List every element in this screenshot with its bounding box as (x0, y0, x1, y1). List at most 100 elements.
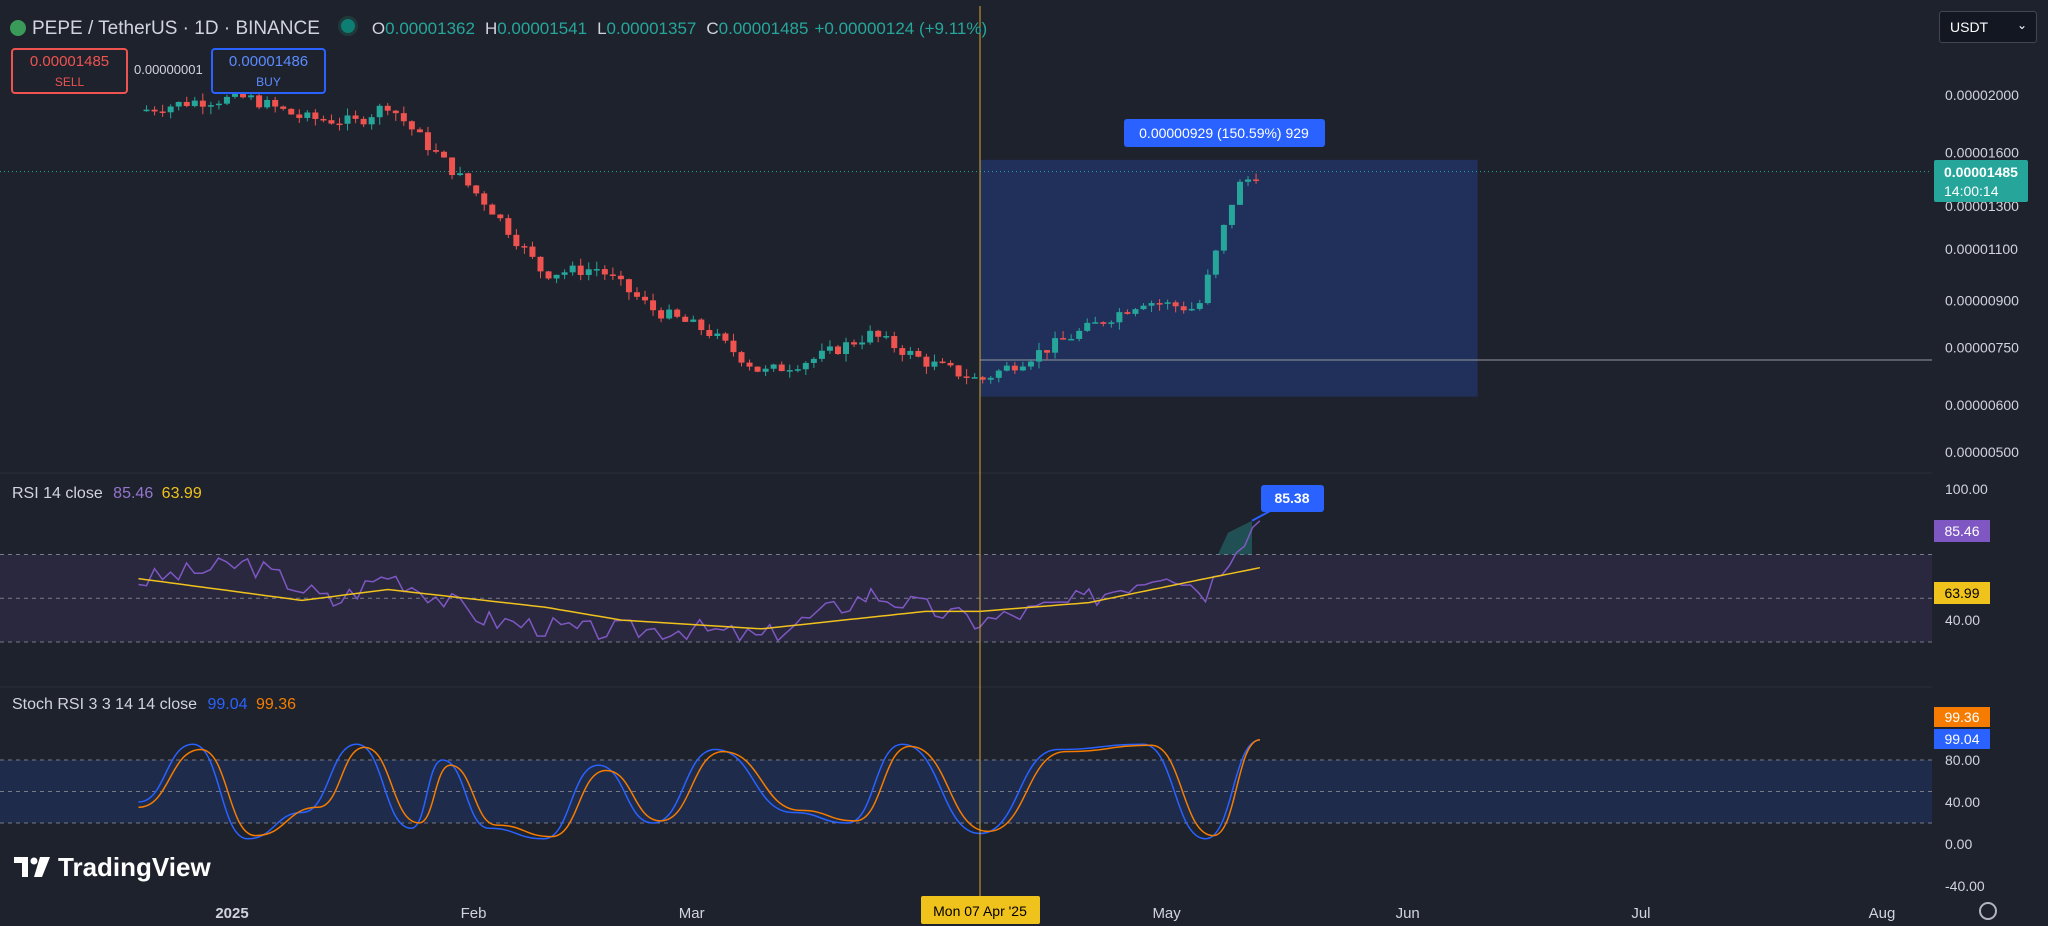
candle-body (376, 105, 383, 118)
price-axis-tick: 0.00001100 (1945, 241, 2018, 257)
stoch-axis-tick: -40.00 (1945, 878, 1985, 894)
candle-body (770, 364, 777, 369)
candle-body (714, 333, 721, 336)
price-change: +0.00000124 (+9.11%) (814, 19, 988, 38)
candle-body (175, 101, 182, 107)
candle-body (1092, 322, 1099, 324)
candle-body (521, 246, 528, 248)
sell-button[interactable]: 0.00001485 SELL (11, 48, 128, 94)
candle-body (907, 350, 914, 355)
candle-body (280, 106, 287, 109)
time-axis-tick: May (1152, 905, 1181, 922)
time-axis-tick: Aug (1869, 905, 1896, 922)
candle-body (955, 365, 962, 377)
last-price-tag (1934, 160, 2028, 202)
stoch-k-value-tag (1934, 729, 1990, 749)
candle-body (1220, 224, 1227, 251)
stoch-k-line (138, 739, 1261, 840)
candle-body (537, 256, 544, 272)
candle-body (264, 99, 271, 108)
rsi-ma-line (138, 566, 1261, 630)
price-axis-tick: 0.00000900 (1945, 293, 2019, 309)
candle-body (553, 274, 560, 279)
candle-body (545, 271, 552, 279)
candle-body (1108, 322, 1115, 324)
stoch-axis-tick: 0.00 (1945, 836, 1972, 852)
candle-body (650, 300, 657, 311)
candle-body (1164, 302, 1171, 304)
candle-body (963, 376, 970, 378)
candle-body (883, 336, 890, 338)
rsi-axis-tick: 100.00 (1945, 481, 1988, 497)
candle-body (248, 95, 255, 98)
crosshair-date-tag (921, 896, 1040, 924)
candle-body (585, 269, 592, 275)
candle-body (336, 123, 343, 126)
candle-body (256, 95, 263, 108)
symbol-title[interactable]: PEPE / TetherUS · 1D · BINANCE (32, 18, 320, 39)
stoch-rsi-legend[interactable]: Stoch RSI 3 3 14 14 close 99.04 99.36 (12, 696, 296, 713)
candle-body (891, 336, 898, 349)
candle-body (810, 358, 817, 363)
tradingview-logo[interactable]: TradingView (14, 852, 211, 883)
last-price-countdown: 14:00:14 (1944, 183, 1999, 199)
candle-body (617, 275, 624, 280)
last-price-tag-value: 0.00001485 (1944, 164, 2018, 180)
pepe-coin-icon (10, 20, 26, 36)
candle-body (1132, 309, 1139, 314)
candle-body (778, 364, 785, 372)
time-axis-tick: Jun (1396, 905, 1420, 922)
buy-button[interactable]: 0.00001486 BUY (211, 48, 326, 94)
candle-body (1019, 366, 1026, 371)
rsi-callout-label: 85.38 (1274, 490, 1309, 506)
candle-body (207, 105, 214, 107)
candle-body (1156, 303, 1163, 305)
stoch-k-value-tag-label: 99.04 (1944, 731, 1979, 747)
price-axis-tick: 0.00000600 (1945, 397, 2019, 413)
candle-body (368, 117, 375, 125)
spread-value: 0.00000001 (134, 62, 203, 77)
stoch-axis-tick: 40.00 (1945, 794, 1980, 810)
candle-body (843, 342, 850, 355)
candle-body (272, 99, 279, 107)
candle-body (738, 352, 745, 363)
ohlc-values: O0.00001362 H0.00001541 L0.00001357 C0.0000… (371, 19, 988, 38)
candle-body (1245, 179, 1252, 182)
currency-select[interactable]: USDT ⌄ (1939, 11, 2037, 43)
measure-range-box[interactable] (980, 159, 1478, 397)
candle-body (513, 234, 520, 247)
candle-body (1003, 365, 1010, 371)
candle-body (1148, 303, 1155, 306)
candle-body (1212, 250, 1219, 275)
candle-body (722, 333, 729, 341)
candle-body (223, 96, 230, 104)
candle-body (432, 150, 439, 152)
tradingview-logo-icon (14, 853, 50, 877)
candle-body (762, 368, 769, 372)
gear-icon[interactable] (1979, 902, 1997, 920)
candle-body (320, 118, 327, 121)
candle-body (384, 105, 391, 111)
candles (143, 88, 1260, 385)
crosshair-date-label: Mon 07 Apr '25 (933, 903, 1027, 919)
candle-body (859, 342, 866, 345)
candle-body (1253, 179, 1260, 181)
candle-body (1116, 312, 1123, 323)
candle-body (151, 109, 158, 112)
candle-body (633, 292, 640, 297)
candle-body (682, 316, 689, 322)
candle-body (328, 120, 335, 124)
time-axis-tick: Feb (461, 905, 487, 922)
rsi-legend[interactable]: RSI 14 close 85.46 63.99 (12, 485, 202, 502)
candle-body (1172, 302, 1179, 307)
candle-body (987, 377, 994, 380)
candle-body (392, 110, 399, 114)
candle-body (609, 274, 616, 276)
measure-label: 0.00000929 (150.59%) 929 (1139, 125, 1309, 141)
candle-body (818, 350, 825, 359)
candle-body (1084, 322, 1091, 331)
rsi-line (138, 520, 1261, 643)
stoch-d-line (138, 738, 1261, 838)
candle-body (931, 361, 938, 367)
